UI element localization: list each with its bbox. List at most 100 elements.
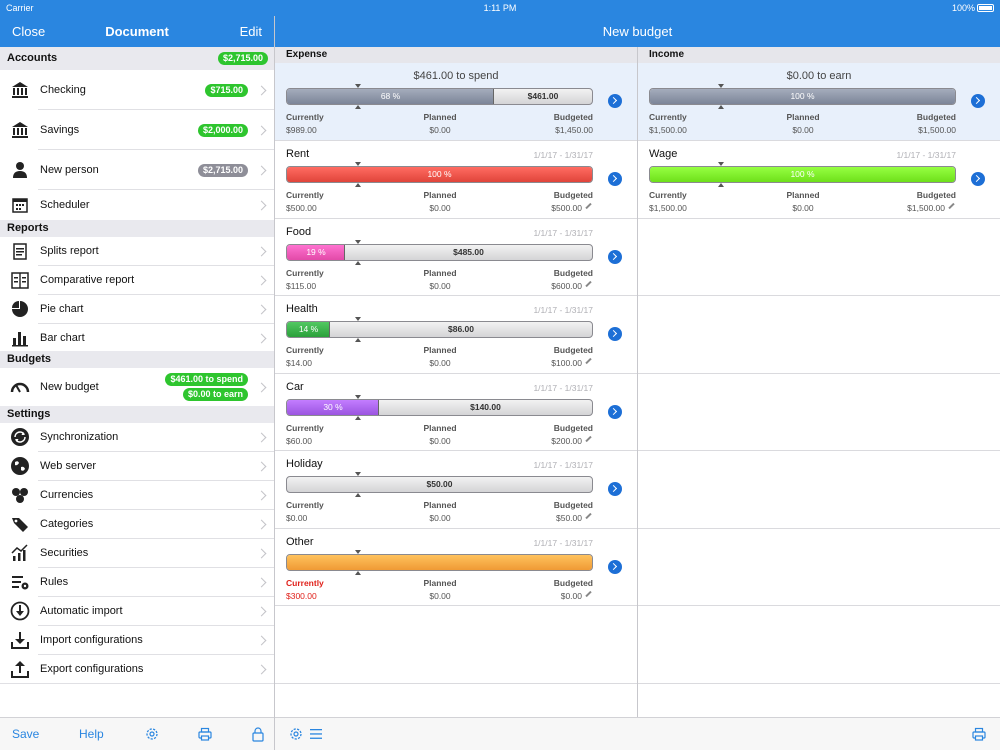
date-range: 1/1/17 - 1/31/17 xyxy=(533,383,593,393)
budgeted-value: $1,500.00 xyxy=(907,203,945,213)
details-arrow-icon[interactable] xyxy=(608,327,622,341)
pencil-icon[interactable] xyxy=(585,357,592,365)
currently-label: Currently xyxy=(286,345,324,355)
date-range: 1/1/17 - 1/31/17 xyxy=(896,150,956,160)
details-arrow-icon[interactable] xyxy=(608,482,622,496)
printer-icon[interactable] xyxy=(971,726,987,742)
budget-category-row[interactable]: Other 1/1/17 - 1/31/17 Currently Planned Bud… xyxy=(275,529,637,606)
budget-category-row[interactable]: Food 1/1/17 - 1/31/17 19 % $485.00 Currently… xyxy=(275,219,637,296)
close-button[interactable]: Close xyxy=(12,24,46,39)
currently-value: $60.00 xyxy=(286,436,312,446)
currently-value: $14.00 xyxy=(286,358,312,368)
coins-icon xyxy=(12,488,28,503)
details-arrow-icon[interactable] xyxy=(608,405,622,419)
row-separator xyxy=(275,295,637,296)
row-separator xyxy=(38,265,274,266)
budget-category-row[interactable]: Holiday 1/1/17 - 1/31/17 $50.00 Currently Pl… xyxy=(275,451,637,528)
details-arrow-icon[interactable] xyxy=(608,94,622,108)
income-summary[interactable]: $0.00 to earn 100 % Currently Planned Bu… xyxy=(638,63,1000,140)
details-arrow-icon[interactable] xyxy=(971,172,985,186)
sidebar-item-splits-report[interactable]: Splits report xyxy=(0,237,274,266)
budget-category-row[interactable]: Car 1/1/17 - 1/31/17 30 % $140.00 Currently P… xyxy=(275,374,637,451)
details-arrow-icon[interactable] xyxy=(971,94,985,108)
row-separator xyxy=(38,509,274,510)
budget-spend-badge: $461.00 to spend xyxy=(165,373,248,386)
sidebar-item-savings[interactable]: Savings $2,000.00 xyxy=(0,110,274,150)
chevron-right-icon xyxy=(256,85,267,96)
sidebar-item-securities[interactable]: Securities xyxy=(0,539,274,568)
accounts-header: Accounts $2,715.00 xyxy=(0,47,274,70)
lock-icon[interactable] xyxy=(250,726,266,742)
budgeted-value: $1,450.00 xyxy=(555,125,593,135)
sidebar-title: Document xyxy=(105,24,169,39)
sidebar-item-pie-chart[interactable]: Pie chart xyxy=(0,295,274,324)
currently-label: Currently xyxy=(286,500,324,510)
export-icon xyxy=(11,661,29,678)
row-separator xyxy=(38,323,274,324)
sidebar-item-label: Comparative report xyxy=(40,274,135,286)
list-icon[interactable] xyxy=(308,726,324,742)
pencil-icon[interactable] xyxy=(948,202,955,210)
today-marker-top xyxy=(355,395,361,399)
sidebar-item-automatic-import[interactable]: Automatic import xyxy=(0,597,274,626)
today-marker-bottom xyxy=(355,571,361,575)
currently-label: Currently xyxy=(649,112,687,122)
sidebar-item-new-budget[interactable]: New budget $461.00 to spend $0.00 to ear… xyxy=(0,368,274,406)
row-separator xyxy=(638,140,1000,141)
details-arrow-icon[interactable] xyxy=(608,172,622,186)
sidebar-item-new-person[interactable]: New person $2,715.00 xyxy=(0,150,274,190)
budget-category-row[interactable]: Rent 1/1/17 - 1/31/17 100 % Currently Planne… xyxy=(275,141,637,218)
person-icon xyxy=(13,162,27,178)
gear-icon[interactable] xyxy=(144,726,160,742)
sidebar-item-categories[interactable]: Categories xyxy=(0,510,274,539)
sidebar-item-export-configurations[interactable]: Export configurations xyxy=(0,655,274,684)
details-arrow-icon[interactable] xyxy=(608,250,622,264)
row-separator xyxy=(638,218,1000,219)
progress-percent: 100 % xyxy=(790,169,815,179)
row-separator xyxy=(38,109,274,110)
progress-bar: 100 % xyxy=(649,88,956,105)
pencil-icon[interactable] xyxy=(585,512,592,520)
expense-summary[interactable]: $461.00 to spend 68 % $461.00 Currently … xyxy=(275,63,637,140)
sidebar-item-currencies[interactable]: Currencies xyxy=(0,481,274,510)
rules-icon xyxy=(12,576,29,590)
progress-bar: 100 % xyxy=(649,166,956,183)
sidebar-item-scheduler[interactable]: Scheduler xyxy=(0,190,274,220)
planned-label: Planned xyxy=(423,190,457,200)
today-marker-top xyxy=(355,84,361,88)
today-marker-bottom xyxy=(355,338,361,342)
pencil-icon[interactable] xyxy=(585,280,592,288)
row-separator xyxy=(275,683,637,684)
printer-icon[interactable] xyxy=(197,726,213,742)
gear-icon[interactable] xyxy=(288,726,304,742)
reports-header: Reports xyxy=(0,220,274,237)
sidebar-item-checking[interactable]: Checking $715.00 xyxy=(0,70,274,110)
budget-category-row[interactable]: Health 1/1/17 - 1/31/17 14 % $86.00 Currentl… xyxy=(275,296,637,373)
today-marker-top xyxy=(718,84,724,88)
progress-remaining: $461.00 xyxy=(527,91,559,101)
edit-button[interactable]: Edit xyxy=(239,24,262,39)
planned-value: $0.00 xyxy=(429,591,451,601)
sidebar-item-bar-chart[interactable]: Bar chart xyxy=(0,324,274,353)
sidebar-item-import-configurations[interactable]: Import configurations xyxy=(0,626,274,655)
sidebar-item-synchronization[interactable]: Synchronization xyxy=(0,423,274,452)
planned-label: Planned xyxy=(423,423,457,433)
import-icon xyxy=(11,632,29,649)
progress-percent: 68 % xyxy=(380,91,401,101)
sidebar-item-comparative-report[interactable]: Comparative report xyxy=(0,266,274,295)
main-nav-bar: New budget xyxy=(275,16,1000,47)
sidebar-item-web-server[interactable]: Web server xyxy=(0,452,274,481)
pencil-icon[interactable] xyxy=(585,435,592,443)
budgeted-value: $50.00 xyxy=(556,513,582,523)
pencil-icon[interactable] xyxy=(585,202,592,210)
pencil-icon[interactable] xyxy=(585,590,592,598)
save-button[interactable]: Save xyxy=(12,727,40,741)
budget-category-row[interactable]: Wage 1/1/17 - 1/31/17 100 % Currently Planne… xyxy=(638,141,1000,218)
sidebar-item-rules[interactable]: Rules xyxy=(0,568,274,597)
planned-label: Planned xyxy=(423,112,457,122)
sidebar-toolbar: Save Help xyxy=(0,717,274,750)
details-arrow-icon[interactable] xyxy=(608,560,622,574)
help-button[interactable]: Help xyxy=(79,727,104,741)
currently-value: $1,500.00 xyxy=(649,203,687,213)
bar-chart-icon xyxy=(12,332,28,347)
